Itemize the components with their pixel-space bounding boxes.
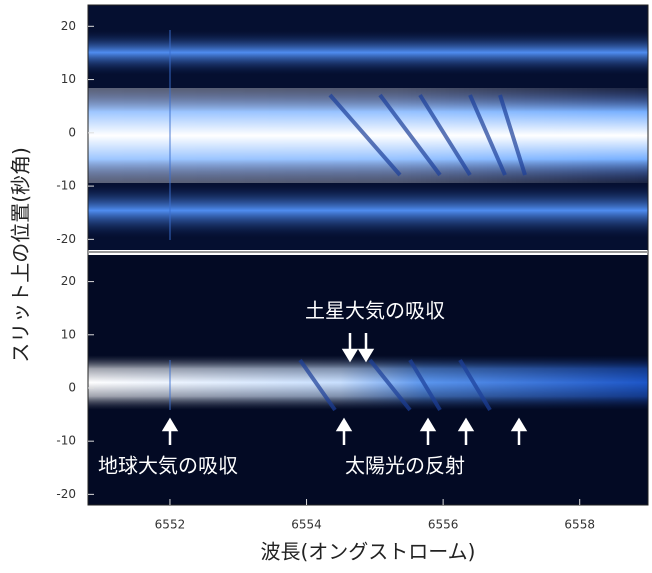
y-tick-label: 10 xyxy=(61,72,76,86)
y-tick-label: 0 xyxy=(68,380,76,394)
y-tick-label: -10 xyxy=(56,179,76,193)
annotation: 土星大気の吸収 xyxy=(305,299,445,323)
chart: 土星大気の吸収 地球大気の吸収 太陽光の反射 スリット上の位置(秒角) 波長(オ… xyxy=(0,0,652,573)
y-tick-label: 20 xyxy=(61,19,76,33)
y-tick-label: -10 xyxy=(56,434,76,448)
y-tick-label: -20 xyxy=(56,232,76,246)
x-axis-label: 波長(オングストローム) xyxy=(260,540,475,564)
y-tick-label: 10 xyxy=(61,327,76,341)
annotation: 太陽光の反射 xyxy=(345,454,465,478)
x-tick-label: 6552 xyxy=(155,518,186,532)
y-tick-label: 0 xyxy=(68,125,76,139)
x-tick-label: 6558 xyxy=(564,518,595,532)
y-axis-label: スリット上の位置(秒角) xyxy=(9,147,33,363)
y-tick-label: 20 xyxy=(61,274,76,288)
x-tick-label: 6556 xyxy=(428,518,459,532)
annotation: 地球大気の吸収 xyxy=(98,454,238,478)
y-tick-label: -20 xyxy=(56,487,76,501)
x-tick-label: 6554 xyxy=(291,518,322,532)
